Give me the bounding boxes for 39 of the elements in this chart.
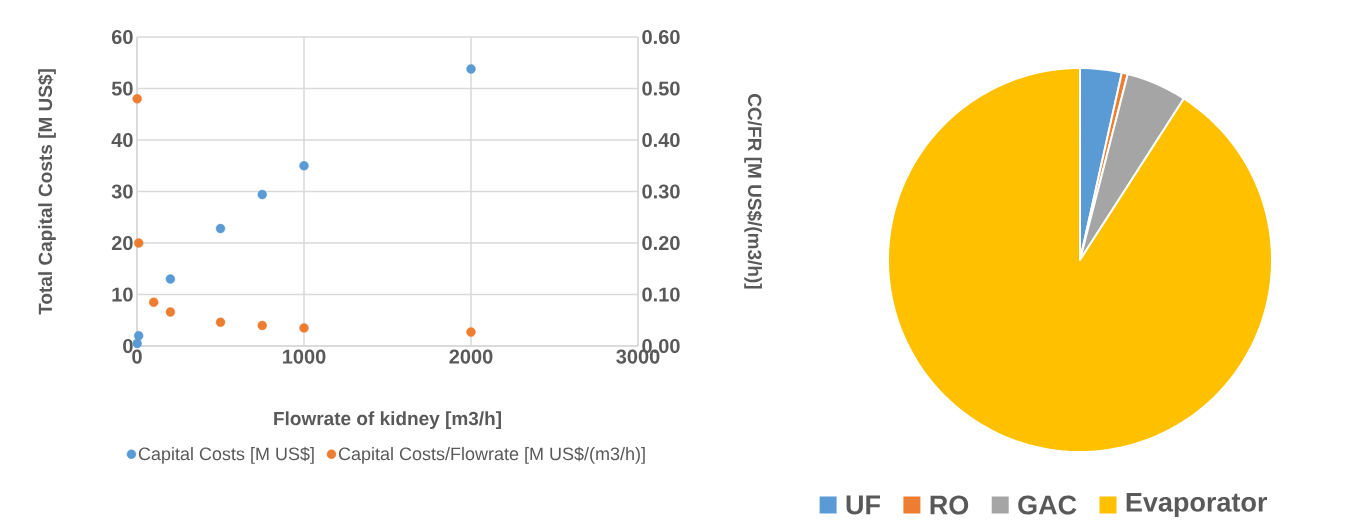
legend-label: GAC [1018,495,1077,515]
y-tick-label: 30 [111,184,133,199]
y-tick-label: 0 [123,338,133,354]
point [149,297,159,307]
legend-label: Capital Costs [M US$] [138,446,314,464]
y-tick-label: 60 [111,29,133,45]
point [299,323,309,333]
y2-tick-label: 0.10 [642,287,680,302]
legend-label: UF [846,495,881,515]
y2-tick-label: 0.40 [642,132,680,148]
y-axis-title: Total Capital Costs [M US$] [37,69,56,315]
point [257,189,267,200]
y2-tick-label: 0.60 [642,29,680,45]
legend-label: RO [930,495,969,515]
point [132,338,142,349]
y-tick-label: 10 [112,287,133,302]
x-tick-label: 1000 [283,349,326,364]
point [299,161,309,171]
point [466,64,476,74]
point [215,223,226,234]
legend-label: Capital Costs/Flowrate [M US$/(m3/h)] [338,446,645,464]
y-tick-label: 20 [111,235,133,251]
y2-tick-label: 0.50 [642,81,680,96]
point [165,274,176,284]
point [133,331,144,341]
legend-label: Evaporator [1126,492,1268,518]
y2-axis-title: CC/FR [M US$/(m3/h)] [744,94,763,289]
point [466,327,476,337]
y-tick-label: 50 [111,81,133,96]
y-tick-label: 40 [111,132,133,148]
point [132,94,142,104]
x-axis-title: Flowrate of kidney [m3/h] [274,411,501,430]
point [165,307,176,317]
point [215,317,226,328]
y2-tick-label: 0.20 [642,235,680,251]
point [133,238,144,248]
y2-tick-label: 0.30 [642,184,680,199]
point [257,320,267,331]
x-tick-label: 2000 [449,349,493,364]
